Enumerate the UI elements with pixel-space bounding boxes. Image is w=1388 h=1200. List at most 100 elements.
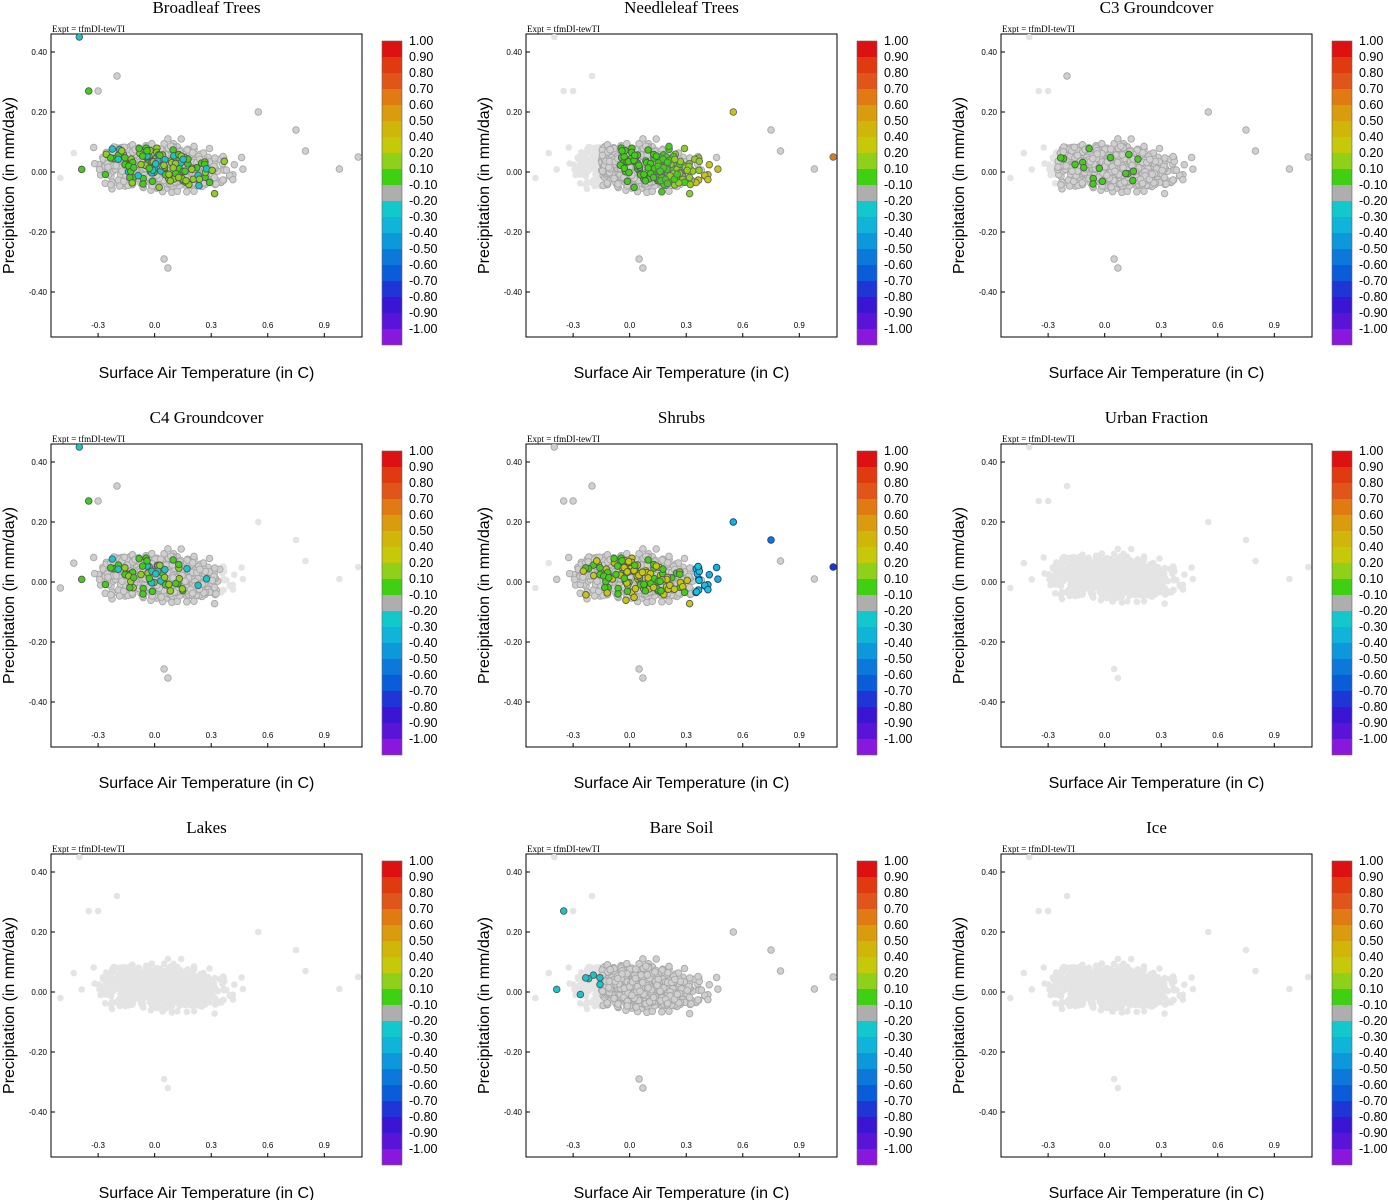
colorbar-label: -0.10 (409, 178, 438, 192)
colorbar-label: -0.20 (1359, 194, 1388, 208)
colorbar-label: 0.40 (409, 130, 433, 144)
x-tick-label: 0.6 (262, 731, 274, 740)
colorbar-label: 0.90 (1359, 50, 1383, 64)
data-point (160, 140, 168, 148)
expt-label: Expt = tfmDI-tewTI (52, 434, 125, 444)
data-point (569, 87, 577, 95)
colorbar-label: 0.40 (409, 540, 433, 554)
data-point (335, 165, 344, 173)
data-point (603, 179, 611, 187)
data-point (685, 599, 694, 608)
x-tick-label: -0.3 (566, 321, 580, 330)
data-point (635, 161, 643, 170)
data-point (729, 108, 738, 116)
data-point (1160, 173, 1169, 182)
colorbar-label: -0.50 (409, 652, 438, 666)
x-tick-label: 0.0 (149, 731, 161, 740)
colorbar-label: 0.70 (884, 492, 908, 506)
colorbar: 1.000.900.800.700.600.500.400.200.10-0.1… (1331, 34, 1388, 346)
data-point (157, 555, 165, 563)
data-point (1110, 140, 1118, 148)
colorbar-swatch (1332, 153, 1352, 169)
panel-title: C4 Groundcover (150, 408, 264, 427)
data-point (566, 160, 573, 167)
colorbar-label: 0.90 (884, 50, 908, 64)
data-point (614, 180, 622, 188)
colorbar-swatch (382, 57, 402, 73)
colorbar-label: 0.20 (884, 556, 908, 570)
data-point (829, 153, 837, 161)
colorbar-swatch (382, 105, 402, 121)
colorbar-label: 0.80 (884, 66, 908, 80)
y-tick-label: 0.40 (506, 48, 522, 57)
data-point (302, 557, 309, 565)
data-point (560, 87, 567, 95)
data-point (354, 153, 362, 161)
data-point (177, 545, 185, 553)
y-tick-label: 0.40 (31, 48, 47, 57)
colorbar-swatch (382, 169, 402, 185)
data-point (714, 575, 722, 583)
data-point (644, 146, 652, 154)
data-point (1040, 144, 1047, 151)
data-point (810, 575, 819, 583)
colorbar-swatch (1332, 137, 1352, 153)
data-point (606, 145, 614, 154)
data-point (620, 574, 629, 583)
data-point (598, 167, 607, 175)
data-point (695, 157, 704, 166)
x-tick-label: 0.3 (206, 731, 218, 740)
colorbar-swatch (382, 579, 402, 595)
data-point (1071, 160, 1079, 169)
colorbar-label: 0.90 (884, 460, 908, 474)
y-tick-label: -0.20 (979, 228, 998, 237)
data-point (625, 168, 633, 177)
data-point (695, 166, 703, 175)
colorbar-label: -0.10 (884, 588, 913, 602)
colorbar-swatch (382, 563, 402, 579)
colorbar-swatch (1332, 89, 1352, 105)
y-tick-label: 0.20 (506, 108, 522, 117)
data-point (704, 585, 712, 594)
colorbar-label: 0.90 (409, 50, 433, 64)
data-point (593, 557, 601, 565)
colorbar-swatch (857, 265, 877, 281)
data-point (658, 598, 666, 606)
data-point (623, 587, 632, 596)
data-point (112, 572, 120, 580)
data-point (301, 147, 310, 155)
data-point (1129, 167, 1138, 175)
data-point (545, 149, 553, 157)
data-point (1121, 169, 1130, 178)
data-point (603, 589, 611, 597)
data-point (610, 174, 618, 183)
data-point (1093, 150, 1101, 158)
data-point (564, 553, 573, 562)
data-point (1054, 163, 1062, 171)
colorbar-label: 0.60 (409, 98, 433, 112)
data-point (114, 565, 122, 573)
expt-label: Expt = tfmDI-tewTI (1002, 434, 1075, 444)
data-point (652, 545, 660, 553)
y-tick-label: 0.20 (31, 108, 47, 117)
colorbar-border (856, 450, 878, 756)
data-point (545, 559, 553, 567)
y-tick-label: -0.20 (29, 638, 48, 647)
data-point (75, 34, 84, 41)
colorbar-label: 0.50 (409, 524, 433, 538)
colorbar-label: -0.80 (884, 700, 913, 714)
data-point (605, 573, 613, 582)
data-point (148, 587, 157, 596)
colorbar-label: 0.90 (409, 460, 433, 474)
colorbar-label: -0.60 (1359, 258, 1388, 272)
colorbar-swatch (382, 249, 402, 265)
colorbar-swatch (382, 611, 402, 627)
colorbar-label: -0.30 (884, 210, 913, 224)
colorbar: 1.000.900.800.700.600.500.400.200.10-0.1… (381, 444, 438, 756)
colorbar-label: -0.70 (884, 684, 913, 698)
data-point (190, 597, 198, 605)
data-point (614, 590, 622, 598)
